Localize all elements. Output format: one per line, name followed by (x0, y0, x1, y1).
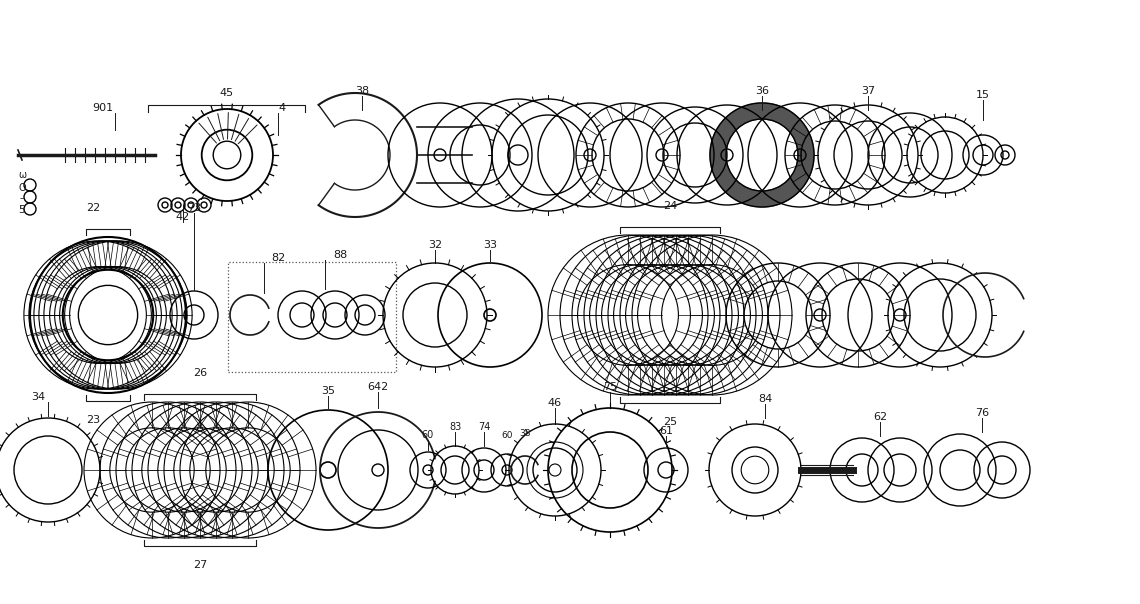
Text: 82: 82 (271, 253, 285, 263)
Text: 27: 27 (193, 560, 207, 570)
Text: 36: 36 (755, 86, 770, 96)
Text: 22: 22 (86, 203, 100, 213)
Text: 901: 901 (92, 103, 114, 113)
Bar (228, 262, 396, 372)
Text: 88: 88 (333, 250, 347, 260)
Text: 33: 33 (483, 240, 497, 250)
Text: –: – (19, 194, 24, 203)
Text: 84: 84 (758, 394, 772, 404)
Text: 75: 75 (603, 382, 617, 392)
Text: ω: ω (18, 170, 26, 180)
Text: 76: 76 (975, 408, 990, 418)
Text: 73: 73 (187, 203, 201, 213)
Polygon shape (710, 103, 814, 207)
Text: 35: 35 (321, 386, 335, 396)
Text: O: O (18, 183, 26, 193)
Text: 62: 62 (873, 412, 887, 422)
Text: 45: 45 (220, 88, 234, 98)
Text: 60: 60 (422, 430, 434, 440)
Text: 38: 38 (355, 86, 369, 96)
Text: 74: 74 (478, 422, 490, 432)
Text: 37: 37 (861, 86, 876, 96)
Text: 642: 642 (367, 382, 389, 392)
Text: 46: 46 (548, 398, 562, 408)
Text: 4: 4 (278, 103, 285, 113)
Text: 42: 42 (176, 212, 190, 222)
Text: 32: 32 (428, 240, 442, 250)
Text: 34: 34 (31, 392, 46, 402)
Text: 83: 83 (449, 422, 461, 432)
Text: 15: 15 (976, 90, 990, 100)
Text: 60: 60 (502, 431, 513, 440)
Text: 24: 24 (662, 201, 677, 211)
Text: 61: 61 (659, 426, 673, 436)
Text: 5: 5 (18, 205, 25, 215)
Text: 25: 25 (663, 417, 677, 427)
Text: 23: 23 (86, 415, 100, 425)
Text: 26: 26 (193, 368, 207, 378)
Text: 38: 38 (519, 429, 531, 438)
